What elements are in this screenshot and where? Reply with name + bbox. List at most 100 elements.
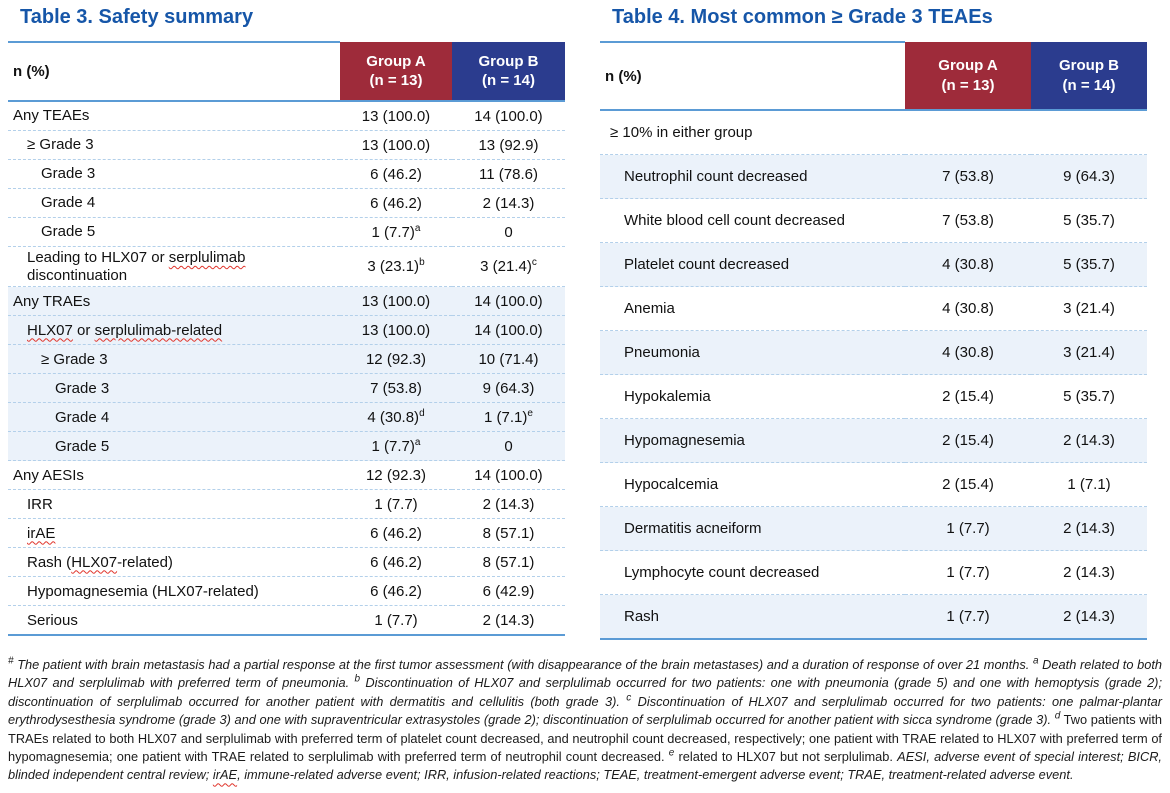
cell-group-a: 4 (30.8) [905,330,1031,375]
row-label-text: Grade 3 [41,165,96,183]
cell-group-a: 4 (30.8) [905,286,1031,331]
cell-group-b-value: 2 (14.3) [1063,608,1115,625]
cell-group-a-value: 6 (46.2) [370,194,422,212]
cell-group-a-value: 1 (7.7) [946,520,990,537]
row-label-misspelled-word: serplulimab [168,249,246,266]
footnote-marker: c [626,692,632,704]
cell-group-b-value: 1 (7.1) [484,408,528,426]
cell-group-b: 2 (14.3) [1031,594,1147,640]
cell-group-a: 1 (7.7) [905,550,1031,595]
cell-group-a-value: 4 (30.8) [942,300,994,317]
table4-group-b-header: Group B (n = 14) [1031,42,1147,111]
cell-group-a: 13 (100.0) [340,286,452,317]
group-b-name: Group B [1059,57,1119,75]
table4-row: ≥ 10% in either group [600,110,1147,155]
row-label: Hypocalcemia [600,462,905,507]
cell-group-b: 5 (35.7) [1031,198,1147,243]
footnote-marker: e [668,747,675,759]
cell-group-a-value: 3 (23.1) [367,258,420,276]
table4-row: Anemia 4 (30.8) 3 (21.4) [600,286,1147,331]
cell-group-a-value: 4 (30.8) [367,408,420,426]
row-label-text: ≥ 10% in either group [610,123,753,141]
cell-group-b: 2 (14.3) [1031,418,1147,463]
row-label-text: Dermatitis acneiform [624,519,762,537]
cell-group-b: 6 (42.9) [452,576,565,607]
cell-group-a: 1 (7.7) [340,605,452,637]
cell-group-b-value: 6 (42.9) [482,582,535,600]
cell-group-a-value: 1 (7.7) [371,437,415,455]
table3-row: IRR 1 (7.7) 2 (14.3) [8,489,565,520]
cell-group-a: 6 (46.2) [340,188,452,218]
row-label: Leading to HLX07 or serplulimab disconti… [8,246,340,288]
row-label-text: Any TEAEs [13,107,90,125]
table4-row: White blood cell count decreased 7 (53.8)… [600,198,1147,243]
row-label-text: Grade 3 [55,379,110,397]
row-label-text: Grade 4 [41,194,96,212]
cell-group-a-value: 6 (46.2) [370,165,422,183]
row-label-text: Any TRAEs [13,292,91,310]
cell-group-a: 1 (7.7) [905,594,1031,640]
table4-row: Dermatitis acneiform 1 (7.7) 2 (14.3) [600,506,1147,551]
cell-group-a-value: 6 (46.2) [370,553,422,571]
cell-group-b: 9 (64.3) [452,373,565,404]
cell-group-b: 2 (14.3) [452,188,565,218]
row-label: Hypokalemia [600,374,905,419]
table3-row: Any TEAEs 13 (100.0) 14 (100.0) [8,101,565,131]
row-label: Rash [600,594,905,640]
cell-group-b-value: 2 (14.3) [482,611,535,629]
cell-group-b: 0 [452,217,565,247]
footnote-segment: related to HLX07 but not serplulimab. [674,749,898,765]
group-b-n: (n = 14) [1062,76,1116,94]
table4-row: Rash 1 (7.7) 2 (14.3) [600,594,1147,640]
cell-group-b-value: 8 (57.1) [482,553,535,571]
table3-row: HLX07 or serplulimab-related 13 (100.0) 14… [8,315,565,346]
table4-row: Lymphocyte count decreased 1 (7.7) 2 (14.3… [600,550,1147,595]
row-label: Any TEAEs [8,101,340,131]
row-label: HLX07 or serplulimab-related [8,315,340,346]
cell-group-a-value: 6 (46.2) [370,524,422,542]
cell-group-a: 13 (100.0) [340,101,452,131]
cell-group-b: 14 (100.0) [452,286,565,317]
cell-group-b-value: 14 (100.0) [474,107,543,125]
row-label-text: Leading to HLX07 or [27,249,169,266]
metric-header-label: n (%) [605,67,642,85]
cell-group-b-value: 11 (78.6) [479,165,538,183]
row-label: Any AESIs [8,460,340,491]
cell-group-b: 9 (64.3) [1031,154,1147,199]
row-label-text: White blood cell count decreased [624,211,845,229]
footnote-segment: Two patients with TRAEs related to both … [8,712,1163,765]
group-a-name: Group A [938,57,998,75]
cell-group-a: 7 (53.8) [340,373,452,404]
cell-group-b-value: 9 (64.3) [1063,168,1115,185]
row-label: Grade 3 [8,159,340,189]
row-label: Grade 5 [8,217,340,247]
table4-metric-header: n (%) [600,41,905,111]
cell-group-b-value: 3 (21.4) [1063,344,1115,361]
cell-group-a: 6 (46.2) [340,576,452,607]
table4-row: Platelet count decreased 4 (30.8) 5 (35.7) [600,242,1147,287]
cell-group-a-value: 1 (7.7) [946,608,990,625]
cell-group-a: 6 (46.2) [340,159,452,189]
table4-header-row: n (%) Group A (n = 13) Group B (n = 14) [600,41,1147,111]
cell-group-b: 0 [452,431,565,462]
cell-group-b: 2 (14.3) [452,605,565,637]
cell-group-a: 13 (100.0) [340,315,452,346]
row-label: IRR [8,489,340,520]
cell-group-b-value: 13 (92.9) [478,136,539,154]
row-label-text: -related) [117,553,173,571]
cell-group-b: 14 (100.0) [452,101,565,131]
metric-header-label: n (%) [13,63,50,80]
cell-group-b: 13 (92.9) [452,130,565,160]
cell-group-b-value: 2 (14.3) [1063,564,1115,581]
row-label: Grade 5 [8,431,340,462]
table4-section: Table 4. Most common ≥ Grade 3 TEAEs n (… [600,2,1147,640]
cell-group-b-value: 14 (100.0) [474,321,543,339]
table4-row: Neutrophil count decreased 7 (53.8) 9 (64.… [600,154,1147,199]
row-label: Grade 3 [8,373,340,404]
row-label-misspelled-word: serplulimab-related [94,321,223,339]
cell-group-a-value: 7 (53.8) [370,379,422,397]
cell-group-b: 1 (7.1) [1031,462,1147,507]
cell-group-b: 5 (35.7) [1031,374,1147,419]
cell-group-b: 8 (57.1) [452,518,565,549]
row-label-misspelled-word: irAE [27,524,56,542]
